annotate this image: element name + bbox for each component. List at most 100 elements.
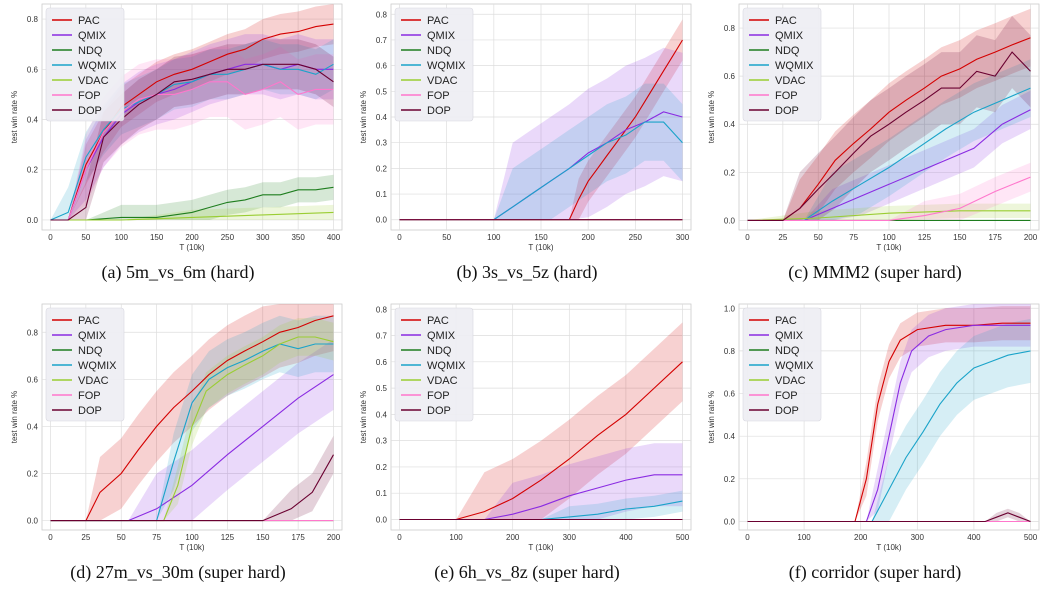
legend-label-ndq: NDQ [775, 45, 800, 57]
legend-label-qmix: QMIX [78, 30, 107, 42]
y-tick-label: 0.2 [376, 164, 388, 173]
y-axis-label: test win rate % [707, 91, 716, 143]
series-group [747, 304, 1031, 523]
chart-d: 0 25 50 75 100 125 150 175 200 0.0 0.2 0.4 0.6 0.8 T (… [10, 303, 343, 552]
legend-label-dop: DOP [78, 105, 102, 117]
legend-label-vdac: VDAC [427, 375, 458, 387]
x-tick-label: 50 [81, 233, 90, 242]
x-axis-label: T (10k) [528, 243, 554, 252]
band-pac [399, 19, 683, 220]
x-tick-label: 125 [221, 533, 235, 542]
series-line-qmix [399, 474, 683, 521]
y-tick-label: 0.0 [724, 216, 736, 225]
y-tick-label: 0.4 [27, 116, 39, 125]
legend-label-fop: FOP [775, 90, 798, 102]
x-tick-label: 75 [849, 233, 858, 242]
x-tick-label: 175 [291, 533, 305, 542]
series-line-pac [399, 361, 683, 521]
legend-label-fop: FOP [427, 90, 450, 102]
x-tick-label: 100 [185, 533, 199, 542]
legend-box [742, 7, 822, 122]
y-axis-label: test win rate % [707, 391, 716, 443]
legend-label-qmix: QMIX [427, 30, 456, 42]
y-tick-label: 0.4 [27, 422, 39, 431]
x-tick-label: 100 [115, 233, 129, 242]
x-tick-label: 500 [676, 533, 690, 542]
x-axis-label: T (10k) [179, 543, 205, 552]
x-tick-label: 200 [506, 533, 520, 542]
series-line-pac [50, 23, 334, 221]
series-line-dop [747, 512, 1031, 523]
legend-label-wqmix: WQMIX [78, 360, 117, 372]
x-tick-label: 100 [882, 233, 896, 242]
y-tick-label: 0.2 [376, 463, 388, 472]
band-wqmix [399, 490, 683, 520]
series-line-wqmix [747, 87, 1031, 221]
series-line-fop [747, 176, 1031, 221]
y-tick-label: 0.8 [27, 15, 39, 24]
x-tick-label: 75 [152, 533, 161, 542]
x-tick-label: 150 [953, 233, 967, 242]
x-tick-label: 200 [185, 233, 199, 242]
series-line-qmix [747, 109, 1031, 221]
legend: PAC QMIX NDQ WQMIX VDAC FOP DOP [742, 307, 822, 422]
legend-label-dop: DOP [427, 405, 451, 417]
band-qmix [50, 34, 334, 220]
band-ndq [50, 174, 334, 220]
series-line-dop [50, 454, 334, 522]
band-qmix [50, 339, 334, 521]
x-tick-label: 300 [256, 233, 270, 242]
x-tick-label: 300 [676, 233, 690, 242]
series-line-fop [50, 81, 334, 221]
band-wqmix [747, 59, 1031, 221]
chart-b: 0 50 100 150 200 250 300 0.0 0.1 0.2 0.3 0.4 0.5 0.6 0… [359, 3, 692, 252]
legend-label-dop: DOP [427, 105, 451, 117]
y-tick-label: 0.8 [27, 328, 39, 337]
legend-label-ndq: NDQ [775, 345, 800, 357]
legend-label-fop: FOP [775, 390, 798, 402]
series-line-pac [50, 315, 334, 522]
legend-label-qmix: QMIX [775, 330, 804, 342]
y-tick-label: 0.2 [724, 475, 736, 484]
y-tick-label: 0.6 [27, 375, 39, 384]
caption-d: (d) 27m_vs_30m (super hard) [70, 562, 286, 582]
x-tick-label: 100 [797, 533, 811, 542]
x-tick-label: 100 [449, 533, 463, 542]
legend-label-fop: FOP [427, 390, 450, 402]
y-axis-label: test win rate % [359, 391, 368, 443]
legend-box [394, 307, 474, 422]
y-tick-label: 0.6 [376, 358, 388, 367]
series-line-wqmix [50, 343, 334, 522]
series-line-wqmix [747, 350, 1031, 523]
panel-c: 0 25 50 75 100 125 150 175 200 0.0 0.2 0.4 0.6 0.8 T (… [705, 0, 1045, 290]
x-tick-label: 300 [911, 533, 925, 542]
x-tick-label: 200 [581, 233, 595, 242]
series-line-pac [747, 37, 1031, 221]
y-tick-label: 0.6 [27, 65, 39, 74]
legend-label-wqmix: WQMIX [427, 60, 466, 72]
x-tick-label: 400 [619, 533, 633, 542]
y-tick-label: 0.3 [376, 139, 388, 148]
x-axis-label: T (10k) [876, 243, 902, 252]
y-tick-label: 0.3 [376, 437, 388, 446]
series-group [50, 304, 334, 522]
caption-f: (f) corridor (super hard) [788, 562, 962, 582]
x-axis-label: T (10k) [528, 543, 554, 552]
x-tick-label: 0 [48, 533, 53, 542]
series-line-dop [747, 51, 1031, 221]
caption-e: (e) 6h_vs_8z (super hard) [434, 562, 620, 582]
series-line-vdac [747, 210, 1031, 221]
x-axis-label: T (10k) [876, 543, 902, 552]
band-wqmix [50, 315, 334, 521]
caption-b: (b) 3s_vs_5z (hard) [456, 262, 598, 282]
legend-label-qmix: QMIX [427, 330, 456, 342]
legend-label-qmix: QMIX [775, 30, 804, 42]
y-tick-label: 0.4 [376, 113, 388, 122]
legend-label-fop: FOP [78, 390, 101, 402]
legend-box [45, 7, 125, 122]
legend: PAC QMIX NDQ WQMIX VDAC FOP DOP [45, 307, 125, 422]
series-group [399, 322, 683, 521]
band-qmix [399, 47, 683, 220]
caption-c: (c) MMM2 (super hard) [788, 262, 962, 282]
series-line-dop [50, 63, 334, 221]
